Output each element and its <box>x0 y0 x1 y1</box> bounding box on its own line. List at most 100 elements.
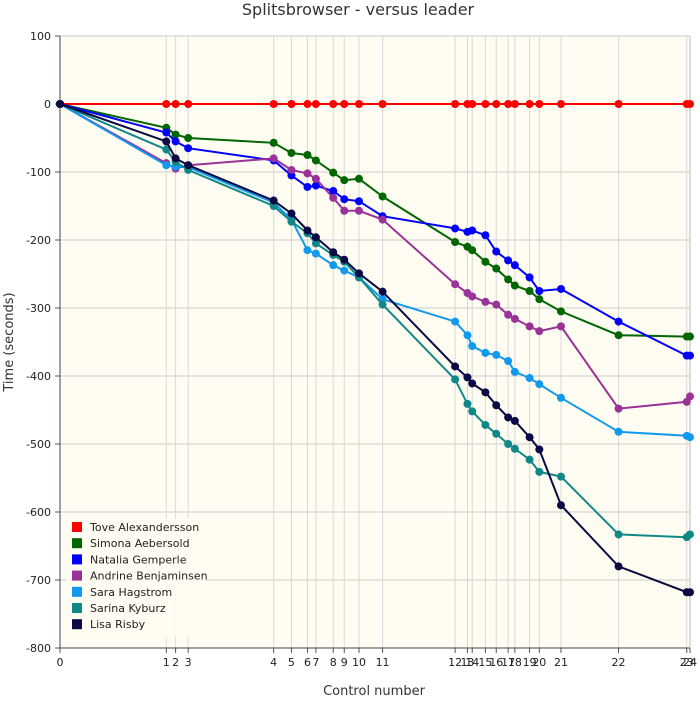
legend-item[interactable]: Natalia Gemperle <box>72 553 187 566</box>
x-tick-label: 10 <box>352 656 366 669</box>
legend-swatch <box>72 522 82 532</box>
data-point <box>269 154 278 163</box>
data-point <box>171 100 180 108</box>
data-point <box>510 100 519 108</box>
data-point <box>686 392 694 401</box>
legend-label: Andrine Benjaminsen <box>90 570 208 583</box>
data-point <box>451 375 460 384</box>
data-point <box>481 100 490 108</box>
x-tick-label: 0 <box>57 656 64 669</box>
y-tick-label: -700 <box>26 574 51 587</box>
data-point <box>184 161 193 170</box>
data-point <box>463 331 472 340</box>
legend-label: Lisa Risby <box>90 618 146 631</box>
data-point <box>451 238 460 247</box>
x-tick-label: 16 <box>489 656 503 669</box>
data-point <box>340 100 349 108</box>
data-point <box>303 226 312 235</box>
data-point <box>614 331 623 340</box>
data-point <box>492 300 501 309</box>
data-point <box>171 137 180 146</box>
data-point <box>525 287 534 295</box>
data-point <box>614 562 623 571</box>
data-point <box>162 100 171 108</box>
data-point <box>481 257 490 266</box>
y-tick-label: -400 <box>26 370 51 383</box>
legend-swatch <box>72 586 82 597</box>
data-point <box>556 472 565 481</box>
x-tick-label: 5 <box>288 656 295 669</box>
legend-item[interactable]: Tove Alexandersson <box>72 521 199 534</box>
data-point <box>311 239 320 248</box>
data-point <box>451 362 460 371</box>
data-point <box>329 168 338 177</box>
legend-item[interactable]: Simona Aebersold <box>72 537 190 550</box>
data-point <box>378 215 387 224</box>
x-tick-label: 14 <box>465 656 479 669</box>
data-point <box>525 273 534 282</box>
data-point <box>492 429 501 438</box>
data-point <box>535 287 544 295</box>
data-point <box>504 275 513 284</box>
data-point <box>451 224 460 233</box>
data-point <box>686 433 694 442</box>
data-point <box>535 100 544 108</box>
legend-item[interactable]: Lisa Risby <box>72 618 146 631</box>
data-point <box>510 416 519 425</box>
data-point <box>556 100 565 108</box>
data-point <box>525 374 534 383</box>
x-tick-label: 4 <box>270 656 277 669</box>
legend-item[interactable]: Sarina Kyburz <box>72 602 166 615</box>
data-point <box>287 209 296 218</box>
x-axis-title: Control number <box>323 684 426 699</box>
data-point <box>378 287 387 296</box>
data-point <box>468 379 477 388</box>
data-point <box>481 231 490 240</box>
data-point <box>269 100 278 108</box>
data-point <box>311 181 320 190</box>
data-point <box>614 100 623 108</box>
legend-item[interactable]: Sara Hagstrom <box>72 586 172 599</box>
data-point <box>287 148 296 157</box>
data-point <box>510 281 519 290</box>
series-group <box>56 100 694 597</box>
x-tick-label: 11 <box>376 656 390 669</box>
data-point <box>614 317 623 326</box>
data-point <box>504 100 513 108</box>
legend[interactable]: Tove Alexandersson Simona Aebersold Natali… <box>66 518 208 638</box>
data-point <box>510 261 519 270</box>
legend-swatch <box>72 554 82 565</box>
data-point <box>492 247 501 256</box>
data-point <box>492 100 501 108</box>
data-point <box>451 100 460 108</box>
legend-label: Sarina Kyburz <box>90 602 166 615</box>
data-point <box>184 144 193 153</box>
legend-swatch <box>72 538 82 549</box>
data-point <box>329 193 338 202</box>
data-point <box>525 322 534 331</box>
data-point <box>162 137 171 146</box>
y-tick-label: -100 <box>26 166 51 179</box>
x-tick-label: 1 <box>163 656 170 669</box>
data-point <box>468 407 477 416</box>
x-tick-label: 15 <box>478 656 492 669</box>
data-point <box>614 530 623 539</box>
data-point <box>504 357 513 366</box>
data-point <box>378 300 387 309</box>
legend-item[interactable]: Andrine Benjaminsen <box>72 570 208 583</box>
data-point <box>378 192 387 201</box>
data-point <box>481 388 490 397</box>
x-tick-label: 22 <box>612 656 626 669</box>
data-point <box>556 284 565 293</box>
data-point <box>340 266 349 275</box>
data-point <box>492 264 501 273</box>
x-tick-label: 23 <box>680 656 694 669</box>
legend-label: Sara Hagstrom <box>90 586 172 599</box>
data-point <box>510 444 519 453</box>
data-point <box>451 280 460 289</box>
data-point <box>556 393 565 402</box>
data-point <box>686 332 694 341</box>
y-tick-label: -500 <box>26 438 51 451</box>
